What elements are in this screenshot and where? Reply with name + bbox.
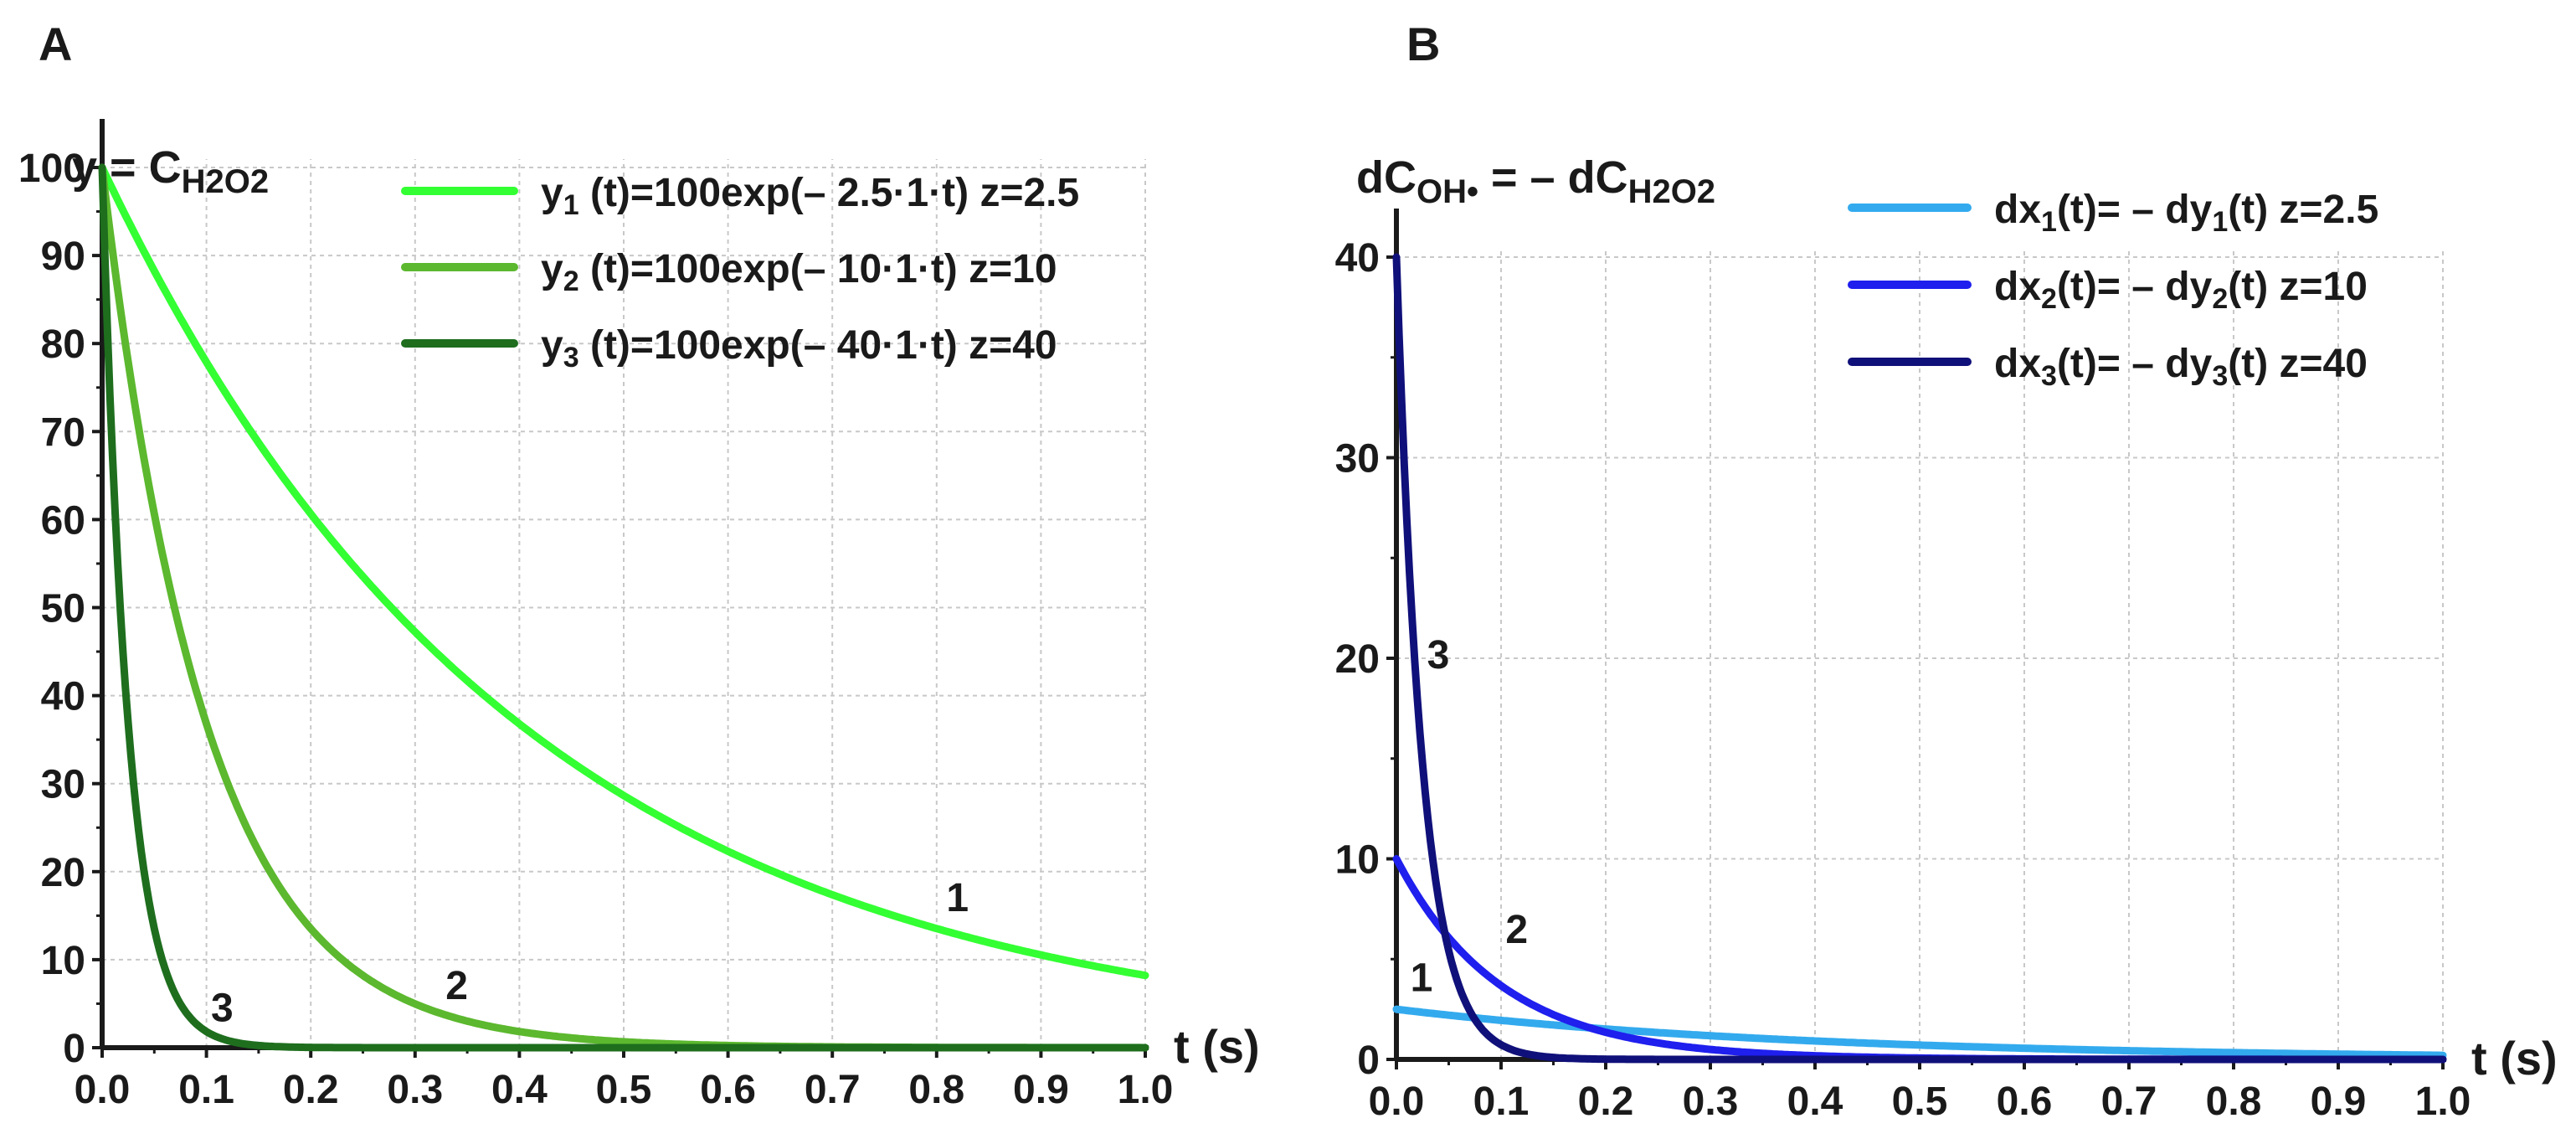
legend-sub2: 3 [2212,360,2228,392]
x-tick-label: 0.4 [491,1068,548,1112]
x-tick-label: 0.8 [908,1068,964,1112]
legend-pre: dx [1994,188,2041,232]
legend-label-1: y1 (t)=100exp(– 2.5·1·t) z=2.5 [541,171,1079,221]
panel-label: B [1406,18,1440,70]
legend-label-3: dx3(t)= – dy3(t) z=40 [1994,342,2368,392]
y-axis-label-main: dC [1356,152,1417,203]
legend-label-1: dx1(t)= – dy1(t) z=2.5 [1994,188,2378,238]
series-line-3 [1392,253,2447,1064]
legend-pre: dx [1994,342,2041,386]
x-tick-label: 0.8 [2206,1080,2262,1124]
legend-sub: 3 [2041,360,2057,392]
y-tick-label: 70 [41,410,85,455]
x-tick-label: 0.5 [596,1068,652,1112]
y-axis-label: y = CH2O2 [72,142,269,200]
panel-b: B 0.0 0.1 0.2 0.3 0.4 0.5 0.6 0.7 0.8 0.9 1.0 0 10 20 3… [1335,18,2558,1124]
legend-mid: (t)= – dy [2057,265,2213,309]
legend-post: (t)=100exp(– 40·1·t) z=40 [579,323,1057,368]
panel-label: A [39,18,72,70]
panel-a: A 0.0 0.1 0.2 0.3 0.4 0.5 0.6 0.7 0.8 0.9 1.0 0 10 20 3… [18,18,1260,1112]
legend-sub: 1 [2041,206,2057,238]
y-tick-label: 10 [1335,838,1380,883]
y-tick-label: 50 [41,587,85,631]
legend-post: (t) z=40 [2228,342,2368,386]
legend-post: (t) z=2.5 [2228,188,2378,232]
y-axis-label-sub: H2O2 [1628,173,1716,210]
legend-post: (t)=100exp(– 2.5·1·t) z=2.5 [579,171,1080,215]
curve-label-1: 1 [1411,956,1433,1001]
x-tick-label: 0.0 [1369,1080,1425,1124]
legend-pre: y [541,247,563,291]
x-axis-label: t (s) [1174,1020,1260,1073]
y-axis-label-sub: H2O2 [182,163,270,200]
y-tick-label: 20 [1335,637,1380,682]
series-line-1 [1392,1005,2447,1059]
curve-label-3: 3 [1427,633,1450,678]
legend-mid: (t)= – dy [2057,188,2213,232]
x-axis-label: t (s) [2471,1032,2558,1085]
x-tick-label: 0.4 [1787,1080,1843,1124]
y-tick-label: 100 [18,147,85,191]
y-tick-label: 0 [1357,1038,1380,1083]
curve-label-3: 3 [211,986,234,1030]
legend-pre: y [541,323,563,368]
x-tick-label: 0.9 [1013,1068,1069,1112]
curve-label-2: 2 [1505,908,1528,952]
x-tick-label: 0.1 [178,1068,234,1112]
x-tick-label: 1.0 [1118,1068,1174,1112]
y-tick-label: 30 [1335,437,1380,482]
y-tick-label: 30 [41,763,85,807]
y-tick-label: 40 [41,675,85,719]
series-line-3 [98,163,1149,1052]
y-tick-label: 20 [41,851,85,895]
y-tick-label: 60 [41,498,85,543]
legend-sub: 2 [563,265,579,297]
x-tick-label: 0.5 [1892,1080,1948,1124]
y-axis-label-mid: = – dC [1478,152,1628,203]
y-axis-label: dCOH• = – dCH2O2 [1356,152,1715,210]
x-tick-label: 0.7 [805,1068,861,1112]
legend-pre: y [541,171,563,215]
x-tick-label: 0.6 [700,1068,756,1112]
y-tick-label: 10 [41,939,85,983]
legend-label-2: y2 (t)=100exp(– 10·1·t) z=10 [541,247,1057,297]
legend-sub: 1 [563,189,579,221]
legend-mid: (t)= – dy [2057,342,2213,386]
x-tick-label: 0.3 [1683,1080,1739,1124]
curve-label-1: 1 [946,876,969,920]
y-tick-label: 90 [41,234,85,279]
y-tick-label: 0 [63,1027,85,1071]
y-axis-label-oh: OH• [1417,173,1478,210]
legend-pre: dx [1994,265,2041,309]
legend-sub2: 2 [2212,283,2228,315]
y-tick-label: 40 [1335,236,1380,281]
x-tick-label: 0.0 [75,1068,131,1112]
legend-sub: 3 [563,342,579,374]
x-tick-label: 1.0 [2415,1080,2471,1124]
legend-sub2: 1 [2212,206,2228,238]
x-tick-label: 0.2 [1578,1080,1634,1124]
legend-post: (t)=100exp(– 10·1·t) z=10 [579,247,1057,291]
legend-post: (t) z=10 [2228,265,2368,309]
legend-label-2: dx2(t)= – dy2(t) z=10 [1994,265,2368,315]
x-tick-label: 0.2 [283,1068,339,1112]
y-tick-label: 80 [41,322,85,367]
x-tick-label: 0.3 [387,1068,443,1112]
legend-sub: 2 [2041,283,2057,315]
legend-label-3: y3 (t)=100exp(– 40·1·t) z=40 [541,323,1057,374]
x-tick-label: 0.7 [2101,1080,2157,1124]
curve-label-2: 2 [445,964,468,1008]
x-tick-label: 0.6 [1997,1080,2053,1124]
y-axis-label-main: y = C [72,142,182,193]
x-tick-label: 0.1 [1473,1080,1530,1124]
x-tick-label: 0.9 [2311,1080,2367,1124]
series-line-1 [98,163,1149,980]
